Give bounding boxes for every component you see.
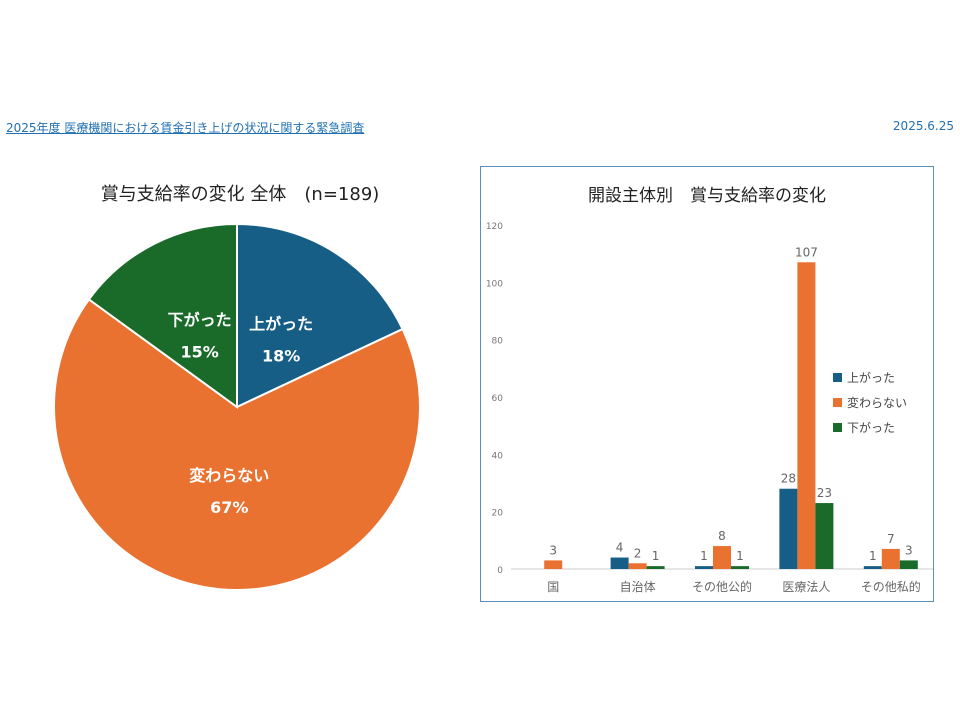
y-tick-label: 20 bbox=[492, 509, 504, 519]
bar-data-label: 3 bbox=[905, 543, 913, 557]
y-tick-label: 60 bbox=[492, 394, 504, 404]
bar-data-label: 2 bbox=[634, 546, 642, 560]
bar bbox=[815, 503, 834, 569]
bar bbox=[731, 566, 749, 569]
y-tick-label: 100 bbox=[486, 279, 503, 289]
pie-slice-percent: 15% bbox=[180, 343, 218, 362]
survey-title-link[interactable]: 2025年度 医療機関における賃金引き上げの状況に関する緊急調査 bbox=[6, 121, 365, 135]
bar-data-label: 1 bbox=[736, 549, 744, 563]
legend-swatch-down bbox=[833, 423, 842, 432]
bar bbox=[797, 262, 816, 569]
y-tick-label: 80 bbox=[492, 337, 504, 347]
x-category-label: 自治体 bbox=[620, 580, 656, 594]
bar-chart-panel: 開設主体別 賞与支給率の変化 0 20 40 60 80 100 120 3 国 4 2 1 自治体 1 8… bbox=[480, 166, 934, 602]
bar-data-label: 107 bbox=[795, 245, 818, 259]
y-tick-label: 120 bbox=[486, 222, 503, 232]
legend-swatch-same bbox=[833, 398, 842, 407]
bar-chart-legend: 上がった 変わらない 下がった bbox=[833, 365, 907, 440]
pie-slice bbox=[87, 222, 238, 409]
bar bbox=[881, 548, 900, 569]
x-category-label: その他私的 bbox=[861, 579, 921, 594]
bar bbox=[713, 546, 731, 569]
legend-item-down: 下がった bbox=[833, 415, 907, 440]
legend-item-up: 上がった bbox=[833, 365, 907, 390]
bar-data-label: 1 bbox=[700, 549, 708, 563]
bar bbox=[646, 566, 665, 569]
legend-label-same: 変わらない bbox=[847, 396, 908, 410]
legend-label-up: 上がった bbox=[847, 371, 896, 385]
x-category-label: 医療法人 bbox=[782, 580, 830, 594]
bar-data-label: 3 bbox=[549, 543, 557, 557]
bar bbox=[544, 560, 563, 569]
bar-data-label: 7 bbox=[887, 532, 895, 546]
y-tick-label: 0 bbox=[497, 566, 503, 576]
pie-chart-title: 賞与支給率の変化 全体 (n=189) bbox=[100, 184, 380, 205]
pie-slice-percent: 18% bbox=[262, 346, 300, 365]
bar-data-label: 1 bbox=[652, 549, 660, 563]
bar bbox=[695, 566, 713, 569]
report-date: 2025.6.25 bbox=[892, 119, 954, 133]
pie-chart: 上がった 18% 変わらない 67% 下がった 15% bbox=[53, 222, 421, 591]
bar bbox=[863, 566, 882, 569]
legend-item-same: 変わらない bbox=[833, 390, 907, 415]
bar-chart-title: 開設主体別 賞与支給率の変化 bbox=[588, 186, 826, 206]
bar bbox=[628, 563, 647, 569]
pie-slice-label: 上がった bbox=[249, 314, 313, 333]
bar-data-label: 23 bbox=[817, 486, 832, 500]
x-category-label: 国 bbox=[547, 580, 559, 594]
bar-data-label: 1 bbox=[869, 549, 877, 563]
bar bbox=[610, 557, 629, 569]
bar-data-label: 28 bbox=[781, 472, 796, 486]
legend-swatch-up bbox=[833, 373, 842, 382]
x-category-label: その他公的 bbox=[692, 579, 752, 594]
legend-label-down: 下がった bbox=[847, 421, 896, 435]
bar-data-label: 4 bbox=[616, 541, 624, 555]
y-tick-label: 40 bbox=[492, 451, 504, 461]
bar-data-label: 8 bbox=[718, 529, 726, 543]
pie-slice-label: 下がった bbox=[168, 311, 232, 330]
bar bbox=[899, 560, 918, 569]
pie-slice bbox=[236, 222, 404, 409]
pie-slice bbox=[53, 298, 421, 591]
pie-slice-percent: 67% bbox=[210, 498, 248, 517]
pie-slice-label: 変わらない bbox=[189, 466, 269, 485]
bar bbox=[779, 488, 798, 569]
